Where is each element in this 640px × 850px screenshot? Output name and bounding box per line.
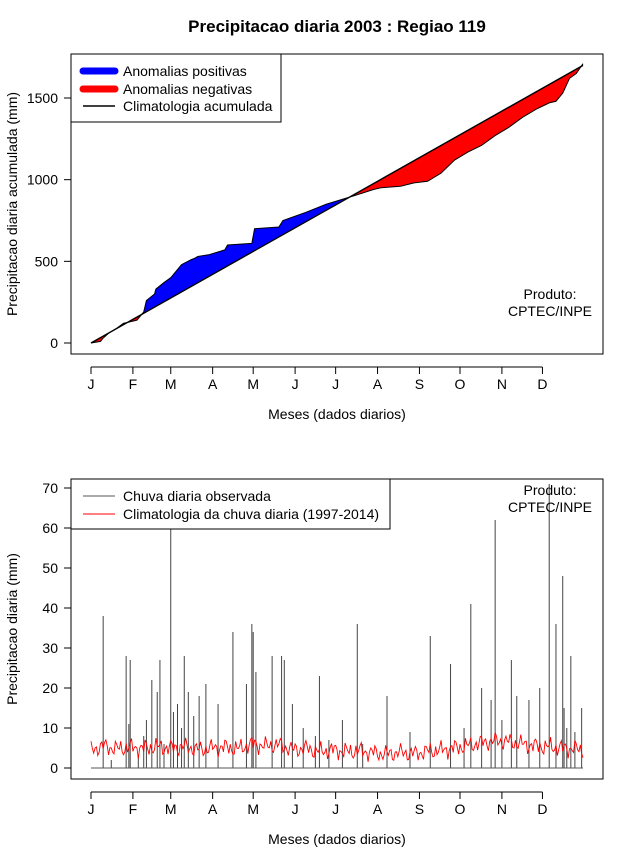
daily-legend: Chuva diaria observada Climatologia da c… xyxy=(70,478,391,530)
cumulative-y-tick-label: 0 xyxy=(50,335,58,351)
daily-x-label: Meses (dados diarios) xyxy=(268,831,406,847)
legend-label-negative: Anomalias negativas xyxy=(123,81,252,97)
daily-x-tick-label: M xyxy=(165,801,177,817)
cumulative-y-label: Precipitacao diaria acumulada (mm) xyxy=(4,92,20,316)
observed-rain-spikes xyxy=(102,480,583,768)
daily-x-tick-label: J xyxy=(332,801,339,817)
daily-y-tick-label: 0 xyxy=(50,760,58,776)
daily-x-tick-label: J xyxy=(292,801,299,817)
daily-y-tick-label: 30 xyxy=(42,640,58,656)
daily-y-tick-label: 70 xyxy=(42,480,58,496)
daily-y-axis: 0 10 20 30 40 50 60 70 xyxy=(42,480,72,776)
cumulative-x-tick-label: O xyxy=(455,376,466,392)
cumulative-x-tick-label: J xyxy=(292,376,299,392)
cumulative-y-axis: 0 500 1000 1500 xyxy=(27,90,72,351)
cumulative-x-tick-label: M xyxy=(165,376,177,392)
cumulative-y-tick-label: 1500 xyxy=(27,90,58,106)
daily-y-tick-label: 10 xyxy=(42,720,58,736)
daily-x-tick-label: S xyxy=(415,801,424,817)
cumulative-x-tick-label: J xyxy=(332,376,339,392)
climatology-cumulative-line xyxy=(90,64,584,344)
cumulative-legend: Anomalias positivas Anomalias negativas … xyxy=(70,53,282,123)
daily-x-tick-label: N xyxy=(497,801,507,817)
daily-y-tick-label: 40 xyxy=(42,600,58,616)
daily-panel: 0 10 20 30 40 50 60 70 J F M A M J J A S O N D Meses (dado… xyxy=(4,478,604,847)
daily-x-tick-label: J xyxy=(88,801,95,817)
daily-climatology-line xyxy=(90,732,584,762)
cumulative-x-tick-label: A xyxy=(373,376,383,392)
cumulative-x-tick-label: F xyxy=(129,376,138,392)
cumulative-x-tick-label: N xyxy=(497,376,507,392)
daily-x-tick-label: A xyxy=(373,801,383,817)
cumulative-panel: 0 500 1000 1500 J F M A M J J A S O N D Meses (dados d… xyxy=(4,53,604,422)
cumulative-y-tick-label: 1000 xyxy=(27,172,58,188)
daily-x-tick-label: M xyxy=(247,801,259,817)
cumulative-y-tick-label: 500 xyxy=(35,253,59,269)
daily-x-tick-label: A xyxy=(208,801,218,817)
chart-title: Precipitacao diaria 2003 : Regiao 119 xyxy=(188,17,486,36)
daily-x-tick-label: F xyxy=(129,801,138,817)
daily-x-tick-label: O xyxy=(455,801,466,817)
legend-label-climatology: Climatologia acumulada xyxy=(123,98,273,114)
daily-product-source: CPTEC/INPE xyxy=(508,499,592,515)
cumulative-x-tick-label: M xyxy=(247,376,259,392)
cumulative-x-tick-label: S xyxy=(415,376,424,392)
daily-y-tick-label: 50 xyxy=(42,560,58,576)
legend-label-positive: Anomalias positivas xyxy=(123,63,247,79)
daily-legend-box xyxy=(70,478,391,530)
legend-label-daily-climatology: Climatologia da chuva diaria (1997-2014) xyxy=(123,506,379,522)
daily-y-label: Precipitacao diaria (mm) xyxy=(4,553,20,705)
daily-x-tick-label: D xyxy=(537,801,547,817)
legend-label-observed: Chuva diaria observada xyxy=(123,488,271,504)
daily-y-tick-label: 20 xyxy=(42,680,58,696)
product-label: Produto: xyxy=(524,286,577,302)
cumulative-x-label: Meses (dados diarios) xyxy=(268,406,406,422)
cumulative-x-tick-label: J xyxy=(88,376,95,392)
product-source: CPTEC/INPE xyxy=(508,303,592,319)
cumulative-x-tick-label: D xyxy=(537,376,547,392)
cumulative-x-tick-label: A xyxy=(208,376,218,392)
daily-y-tick-label: 60 xyxy=(42,520,58,536)
daily-product-label: Produto: xyxy=(524,482,577,498)
